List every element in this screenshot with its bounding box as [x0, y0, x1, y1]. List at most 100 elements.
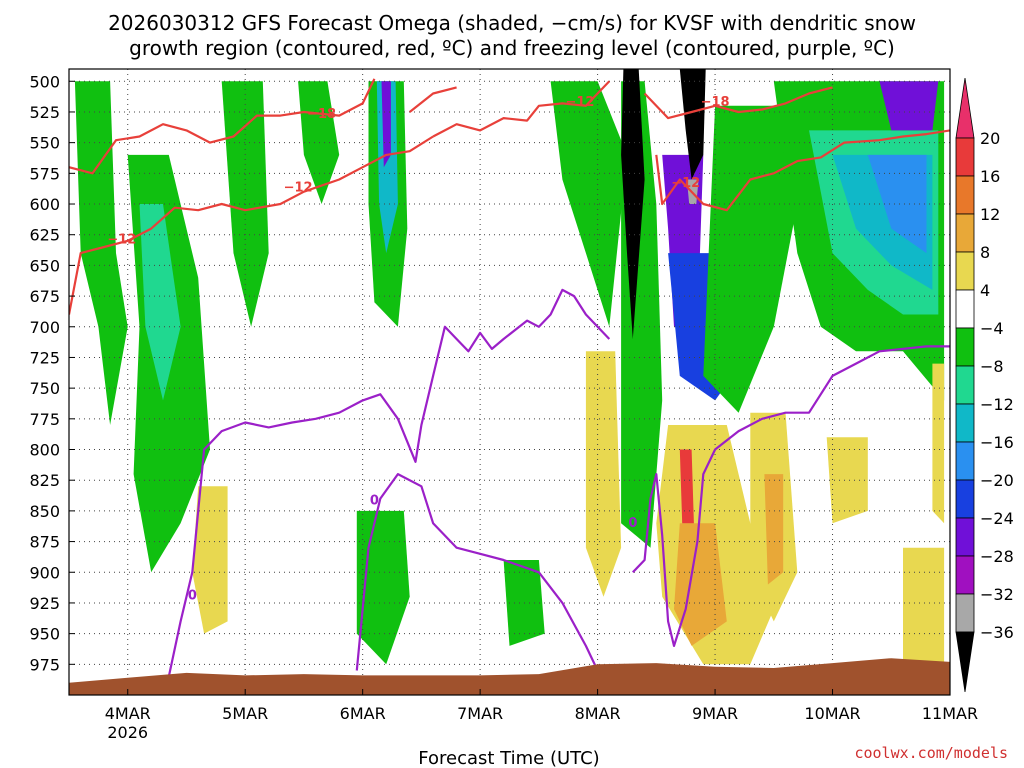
y-tick-label-16: 900 [29, 563, 60, 582]
colorbar-bin-0 [955, 77, 975, 139]
y-axis-ticks: 500 525 550 575 600 625 650 675 700 725 750 775 800 8… [29, 72, 75, 674]
colorbar-bin-7 [955, 365, 975, 405]
freezing-contour-line-1 [355, 473, 599, 671]
y-tick-label-15: 875 [29, 533, 60, 552]
omega-shaded-region-7 [381, 81, 391, 168]
colorbar-label-6: −8 [980, 357, 1004, 376]
colorbar-bin-12 [955, 555, 975, 595]
colorbar-label-1: 16 [980, 167, 1000, 186]
colorbar-label-8: −16 [980, 433, 1014, 452]
omega-shaded-region-20 [621, 69, 645, 339]
colorbar-bin-8 [955, 403, 975, 443]
colorbar-label-0: 20 [980, 129, 1000, 148]
omega-shaded-region-14 [703, 105, 798, 413]
dendritic-growth-contours: −18 −12 −12 −12 −18 −12 [69, 78, 950, 315]
dendritic-contour-label-2: −12 [284, 181, 313, 196]
colorbar-bin-5 [955, 289, 975, 329]
y-tick-label-9: 725 [29, 348, 60, 367]
y-tick-label-5: 625 [29, 226, 60, 245]
x-tick-sublabel-0: 2026 [107, 723, 148, 742]
omega-shaded-region-18 [867, 154, 927, 254]
x-tick-label-1: 5MAR [222, 704, 268, 723]
omega-shaded-region-32 [932, 363, 945, 524]
dendritic-contour-line-3 [432, 80, 611, 138]
dendritic-contour-line-1 [69, 135, 434, 315]
y-tick-label-1: 525 [29, 103, 60, 122]
chart-title: 2026030312 GFS Forecast Omega (shaded, −… [108, 11, 916, 60]
omega-shaded-region-29 [679, 449, 694, 524]
y-tick-label-8: 700 [29, 318, 60, 337]
colorbar-bin-11 [955, 517, 975, 557]
colorbar-label-9: −20 [980, 471, 1014, 490]
omega-shaded-region-2 [139, 204, 181, 401]
dendritic-contour-label-3: −12 [565, 95, 594, 110]
dendritic-contour-label-0: −18 [307, 107, 336, 122]
colorbar-bin-4 [955, 251, 975, 291]
y-tick-label-4: 600 [29, 195, 60, 214]
dendritic-contour-line-5 [655, 129, 950, 212]
y-tick-label-12: 800 [29, 441, 60, 460]
y-tick-label-0: 500 [29, 72, 60, 91]
terrain-ground [69, 658, 950, 695]
y-tick-label-18: 950 [29, 625, 60, 644]
omega-shaded-region-26 [674, 523, 727, 646]
colorbar-bin-9 [955, 441, 975, 481]
colorbar-label-3: 8 [980, 243, 990, 262]
colorbar-bin-10 [955, 479, 975, 519]
colorbar-bin-13 [955, 593, 975, 633]
dendritic-contour-label-4: −18 [701, 95, 730, 110]
colorbar-label-7: −12 [980, 395, 1014, 414]
freezing-contour-label-0: 0 [188, 588, 197, 603]
omega-shaded-region-8 [356, 510, 410, 665]
y-tick-label-6: 650 [29, 256, 60, 275]
y-tick-label-19: 975 [29, 655, 60, 674]
x-axis-label: Forecast Time (UTC) [418, 748, 599, 768]
colorbar-bin-2 [955, 175, 975, 215]
dendritic-contour-label-5: −12 [671, 176, 700, 191]
omega-shaded-region-21 [679, 69, 706, 180]
credit-text: coolwx.com/models [854, 744, 1008, 762]
colorbar-label-10: −24 [980, 509, 1014, 528]
freezing-contour-line-2 [632, 345, 950, 648]
ground-fill [69, 658, 950, 695]
omega-shaded-region-31 [903, 547, 945, 665]
omega-shaded-region-23 [192, 486, 228, 634]
y-tick-label-14: 850 [29, 502, 60, 521]
colorbar-label-4: 4 [980, 281, 990, 300]
y-tick-label-10: 750 [29, 379, 60, 398]
colorbar: 20 16 12 8 4 −4 −8 −12 −16 −20 −24 −28 −32 −36 [955, 77, 1014, 693]
y-tick-label-2: 550 [29, 134, 60, 153]
dendritic-contour-line-2 [409, 86, 457, 113]
x-tick-label-6: 10MAR [804, 704, 860, 723]
colorbar-bin-14 [955, 631, 975, 693]
omega-shaded-region-0 [74, 81, 128, 426]
freezing-contour-label-1: 0 [370, 494, 379, 509]
omega-shaded-region-6 [376, 81, 398, 254]
colorbar-bin-3 [955, 213, 975, 253]
dendritic-contour-line-0 [69, 78, 376, 175]
plot-frame [68, 68, 951, 696]
dendritic-contour-line-4 [643, 86, 833, 120]
chart-title-line-1: 2026030312 GFS Forecast Omega (shaded, −… [108, 11, 916, 35]
omega-shaded-region-30 [826, 437, 868, 524]
colorbar-label-13: −36 [980, 623, 1014, 642]
dendritic-contour-label-1: −12 [107, 232, 136, 247]
colorbar-label-11: −28 [980, 547, 1014, 566]
plot-area: −18 −12 −12 −12 −18 −12 0 0 0 [69, 69, 950, 695]
omega-shading [74, 69, 945, 665]
colorbar-label-5: −4 [980, 319, 1004, 338]
y-tick-label-7: 675 [29, 287, 60, 306]
x-tick-label-3: 7MAR [457, 704, 503, 723]
x-tick-label-7: 11MAR [922, 704, 978, 723]
colorbar-bin-1 [955, 137, 975, 177]
plot-gridlines [69, 69, 950, 695]
omega-shaded-region-19 [879, 81, 939, 131]
y-tick-label-3: 575 [29, 164, 60, 183]
colorbar-label-12: −32 [980, 585, 1014, 604]
colorbar-bin-6 [955, 327, 975, 367]
y-tick-label-17: 925 [29, 594, 60, 613]
freezing-level-contours: 0 0 0 [167, 288, 950, 677]
omega-shaded-region-24 [585, 351, 622, 597]
